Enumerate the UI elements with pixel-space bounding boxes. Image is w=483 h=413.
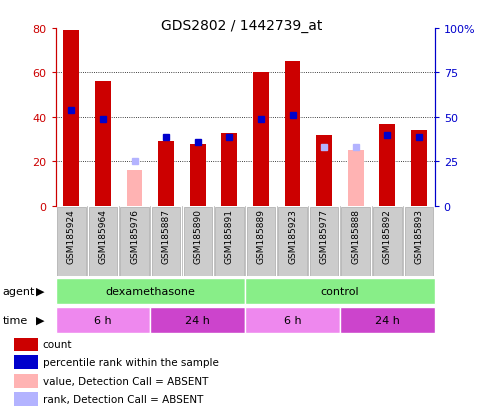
Text: agent: agent [2, 286, 35, 296]
Bar [284, 62, 300, 206]
Text: GSM185893: GSM185893 [414, 209, 424, 263]
Text: rank, Detection Call = ABSENT: rank, Detection Call = ABSENT [43, 394, 203, 404]
Bar [14, 356, 38, 370]
Text: time: time [2, 315, 28, 325]
Bar [316, 135, 332, 206]
FancyBboxPatch shape [89, 207, 117, 276]
Text: 6 h: 6 h [94, 315, 112, 325]
Text: ▶: ▶ [36, 286, 45, 296]
Text: control: control [321, 286, 359, 296]
Text: GSM185976: GSM185976 [130, 209, 139, 263]
FancyBboxPatch shape [310, 207, 338, 276]
Text: GSM185887: GSM185887 [162, 209, 170, 263]
Text: 6 h: 6 h [284, 315, 301, 325]
Text: count: count [43, 339, 72, 349]
FancyBboxPatch shape [247, 207, 275, 276]
Text: 24 h: 24 h [375, 315, 400, 325]
Bar [158, 142, 174, 206]
Text: GSM185964: GSM185964 [99, 209, 107, 263]
FancyBboxPatch shape [57, 207, 85, 276]
Bar [14, 392, 38, 406]
FancyBboxPatch shape [278, 207, 307, 276]
Bar [14, 337, 38, 351]
FancyBboxPatch shape [150, 307, 245, 333]
FancyBboxPatch shape [373, 207, 401, 276]
Text: dexamethasone: dexamethasone [105, 286, 195, 296]
Text: GSM185977: GSM185977 [320, 209, 328, 263]
Bar [348, 151, 364, 206]
Bar [380, 124, 395, 206]
Bar [411, 131, 427, 206]
FancyBboxPatch shape [341, 207, 370, 276]
Text: value, Detection Call = ABSENT: value, Detection Call = ABSENT [43, 376, 208, 386]
Text: GSM185924: GSM185924 [67, 209, 76, 263]
Bar [95, 82, 111, 206]
Text: GSM185892: GSM185892 [383, 209, 392, 263]
Text: percentile rank within the sample: percentile rank within the sample [43, 358, 219, 368]
Text: GSM185889: GSM185889 [256, 209, 266, 263]
Text: GSM185891: GSM185891 [225, 209, 234, 263]
Bar [127, 171, 142, 206]
Bar [63, 31, 79, 206]
FancyBboxPatch shape [56, 278, 245, 304]
FancyBboxPatch shape [215, 207, 243, 276]
Text: GSM185890: GSM185890 [193, 209, 202, 263]
FancyBboxPatch shape [340, 307, 435, 333]
Text: GDS2802 / 1442739_at: GDS2802 / 1442739_at [161, 19, 322, 33]
Text: ▶: ▶ [36, 315, 45, 325]
Text: 24 h: 24 h [185, 315, 210, 325]
Bar [14, 374, 38, 388]
FancyBboxPatch shape [184, 207, 212, 276]
FancyBboxPatch shape [56, 307, 150, 333]
Bar [253, 74, 269, 206]
Text: GSM185888: GSM185888 [351, 209, 360, 263]
Text: GSM185923: GSM185923 [288, 209, 297, 263]
FancyBboxPatch shape [245, 307, 340, 333]
FancyBboxPatch shape [405, 207, 433, 276]
Bar [221, 133, 237, 206]
FancyBboxPatch shape [120, 207, 149, 276]
Bar [190, 145, 206, 206]
FancyBboxPatch shape [152, 207, 180, 276]
FancyBboxPatch shape [245, 278, 435, 304]
